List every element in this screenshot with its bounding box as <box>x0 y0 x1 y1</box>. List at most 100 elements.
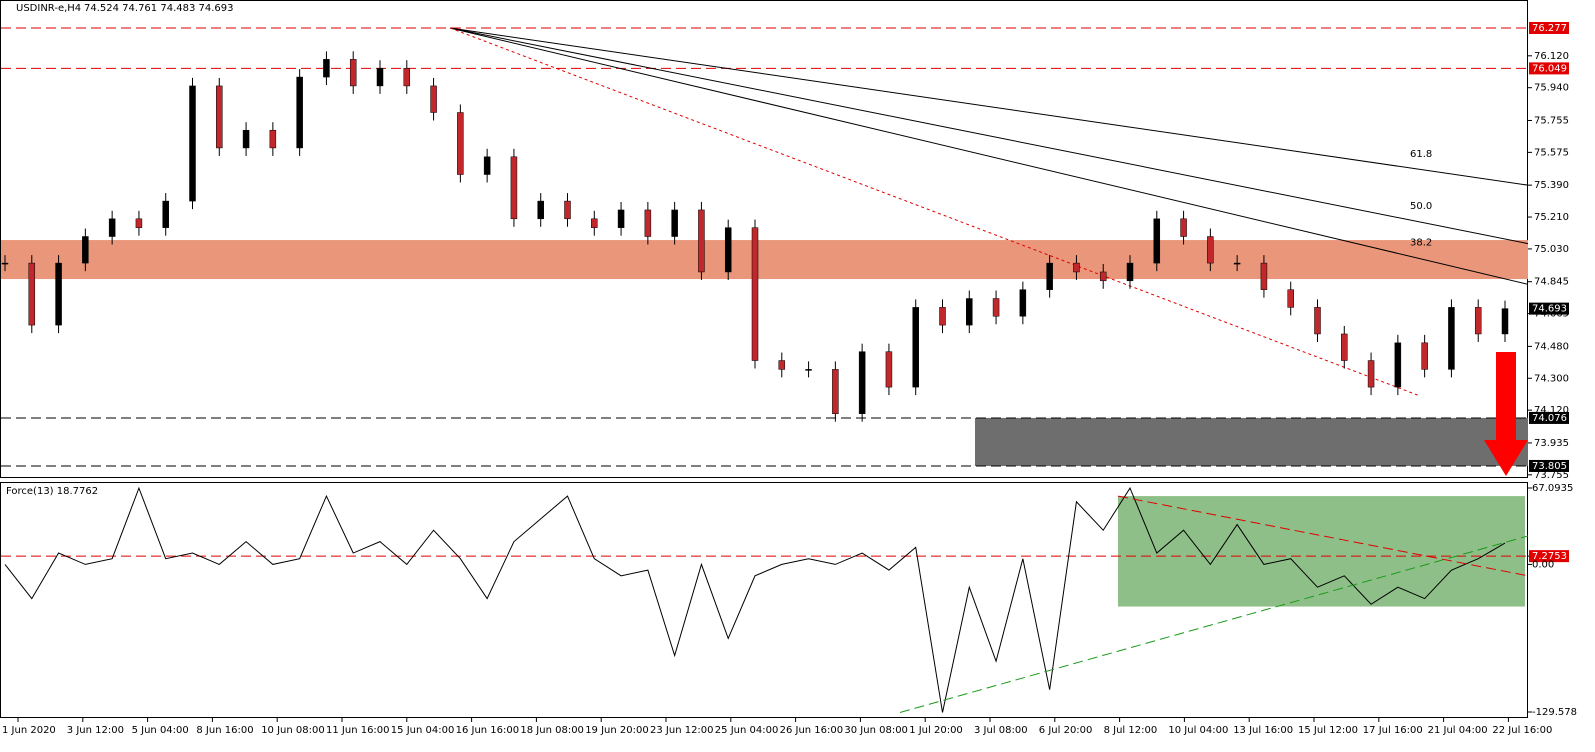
fan-line <box>449 27 1529 245</box>
candle <box>1046 262 1053 290</box>
y-tick-label: 75.940 <box>1534 83 1569 94</box>
candle <box>912 307 919 388</box>
x-tick-label: 3 Jul 08:00 <box>974 725 1028 736</box>
candle <box>1099 271 1107 282</box>
x-tick-label: 17 Jul 16:00 <box>1363 725 1423 736</box>
candle <box>832 369 839 414</box>
candle <box>55 262 62 326</box>
candle <box>1073 262 1080 273</box>
y-tick-label: 74.845 <box>1534 277 1569 288</box>
candle <box>162 200 169 228</box>
candle <box>885 351 893 388</box>
candle <box>1153 218 1161 264</box>
candle <box>966 298 973 326</box>
x-tick-label: 19 Jun 20:00 <box>585 725 649 736</box>
level-label: 76.049 <box>1532 63 1567 74</box>
candle <box>457 112 464 175</box>
level-label: 73.805 <box>1532 461 1567 472</box>
x-tick-label: 16 Jun 16:00 <box>456 725 520 736</box>
y-tick-label: 75.030 <box>1534 244 1569 255</box>
candle <box>1126 262 1134 282</box>
x-tick-label: 11 Jun 16:00 <box>326 725 390 736</box>
candle <box>189 85 196 202</box>
candle <box>939 307 946 326</box>
candle <box>135 218 143 228</box>
x-tick-label: 1 Jun 2020 <box>2 725 56 736</box>
candle <box>1314 307 1321 335</box>
candle <box>1180 218 1187 237</box>
y-tick-label: 74.300 <box>1534 373 1569 384</box>
y2-tick-label: 7.2753 <box>1532 551 1567 562</box>
candle <box>1448 307 1455 370</box>
candle <box>751 227 759 361</box>
candle <box>805 369 812 371</box>
candle <box>349 59 357 87</box>
candle <box>510 156 518 220</box>
x-tick-label: 8 Jul 12:00 <box>1104 725 1158 736</box>
resistance-zone <box>1 240 1528 280</box>
candle <box>1233 262 1241 265</box>
candle <box>564 200 571 220</box>
candle <box>1367 360 1375 388</box>
chart-title: USDINR-e,H4 <box>16 3 81 14</box>
candle <box>1 262 9 265</box>
candle <box>483 156 491 175</box>
candle <box>108 218 116 237</box>
x-tick-label: 3 Jun 12:00 <box>67 725 124 736</box>
x-tick-label: 23 Jun 12:00 <box>650 725 714 736</box>
candle <box>617 209 625 228</box>
candle <box>1474 307 1482 335</box>
x-tick-label: 15 Jul 12:00 <box>1298 725 1358 736</box>
x-tick-label: 1 Jul 20:00 <box>909 725 963 736</box>
y2-tick-label: -129.578 <box>1532 707 1577 718</box>
y-tick-label: 75.390 <box>1534 180 1569 191</box>
indicator-level-bg <box>1529 550 1569 563</box>
candle <box>724 227 732 273</box>
candle <box>537 200 544 220</box>
candle <box>992 298 1000 317</box>
candle <box>242 129 250 149</box>
candle <box>28 262 36 326</box>
x-tick-label: 5 Jun 04:00 <box>132 725 189 736</box>
level-label-bg <box>1529 459 1569 472</box>
x-tick-label: 10 Jun 08:00 <box>261 725 325 736</box>
y-tick-label: 73.755 <box>1534 470 1569 481</box>
candle <box>216 85 223 149</box>
y-tick-label: 74.480 <box>1534 341 1569 352</box>
candle <box>403 67 411 87</box>
candle <box>778 360 786 370</box>
candle <box>1287 289 1294 308</box>
x-tick-label: 30 Jun 08:00 <box>844 725 908 736</box>
x-tick-label: 10 Jul 04:00 <box>1168 725 1228 736</box>
indicator-title: Force(13) 18.7762 <box>6 486 98 497</box>
y-tick-label: 75.210 <box>1534 212 1569 223</box>
level-label-bg <box>1529 62 1569 75</box>
y-tick-label: 75.575 <box>1534 147 1569 158</box>
main-frame <box>0 0 1528 478</box>
x-tick-label: 25 Jun 04:00 <box>715 725 779 736</box>
candle <box>1421 342 1428 370</box>
x-tick-label: 26 Jun 16:00 <box>780 725 844 736</box>
arrow <box>1484 352 1528 476</box>
candle <box>858 351 866 414</box>
force-trend-green <box>899 535 1529 713</box>
y-tick-label: 73.935 <box>1534 438 1569 449</box>
candle <box>1207 236 1214 264</box>
channel-line <box>449 27 1421 397</box>
fan-label: 61.8 <box>1410 149 1432 160</box>
candle <box>1019 289 1027 317</box>
y-tick-label: 76.120 <box>1534 51 1569 62</box>
level-label: 76.277 <box>1532 23 1567 34</box>
x-tick-label: 13 Jul 16:00 <box>1233 725 1293 736</box>
candle <box>296 76 303 149</box>
y2-tick-label: 0.00 <box>1532 559 1554 570</box>
candle <box>1501 308 1509 335</box>
last-price-bg <box>1529 302 1569 315</box>
candle <box>82 236 89 264</box>
candle <box>698 209 705 273</box>
candle <box>376 67 384 87</box>
level-label-bg <box>1529 411 1569 424</box>
x-tick-label: 6 Jul 20:00 <box>1039 725 1093 736</box>
